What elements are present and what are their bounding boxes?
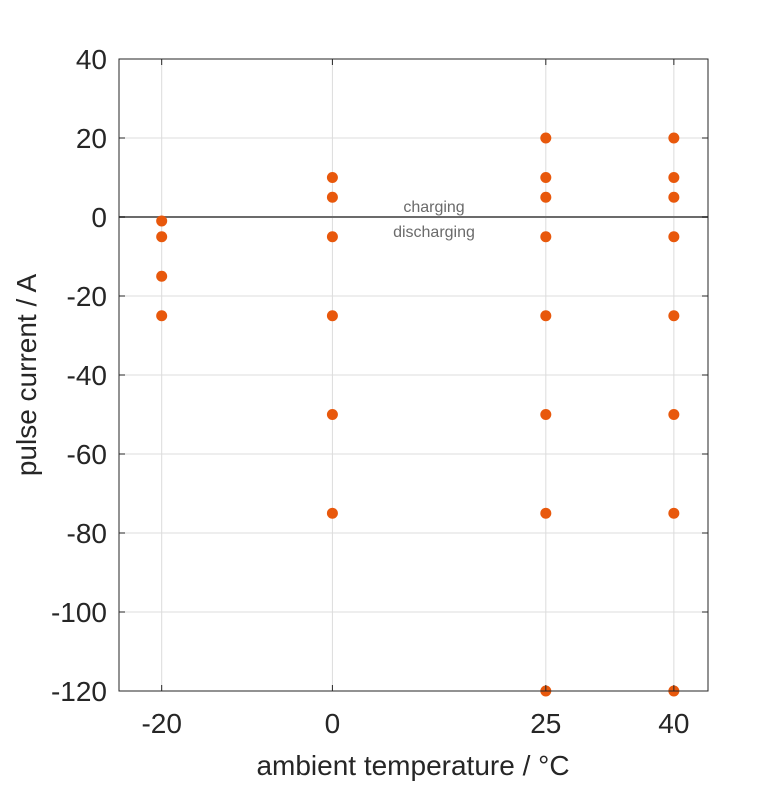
data-point	[326, 507, 338, 519]
data-point	[156, 215, 168, 227]
data-point	[668, 132, 680, 144]
data-point	[156, 231, 168, 243]
data-point	[326, 310, 338, 322]
data-point	[668, 172, 680, 183]
y-tick-label: -120	[51, 676, 107, 707]
data-point	[156, 270, 168, 282]
data-point	[540, 507, 552, 519]
y-tick-label: -40	[67, 360, 107, 391]
data-point	[540, 132, 552, 144]
data-point	[540, 191, 552, 203]
y-tick-label: -80	[67, 518, 107, 549]
data-point	[668, 310, 680, 322]
data-point	[668, 507, 680, 519]
data-point	[540, 231, 552, 243]
y-tick-label: -20	[67, 281, 107, 312]
data-point	[668, 409, 680, 420]
annotation-layer: charging discharging	[393, 199, 475, 241]
data-point	[156, 310, 168, 322]
y-axis-label: pulse current / A	[11, 274, 42, 477]
x-axis-label: ambient temperature / °C	[256, 750, 569, 781]
data-point	[326, 231, 338, 243]
y-tick-label: -60	[67, 439, 107, 470]
x-tick-label: -20	[141, 708, 181, 739]
y-tick-label: 40	[76, 44, 107, 75]
x-tick-label: 25	[530, 708, 561, 739]
data-point	[540, 310, 552, 322]
data-points	[156, 132, 680, 697]
data-point	[326, 191, 338, 203]
y-tick-label: -100	[51, 597, 107, 628]
data-point	[540, 409, 552, 420]
x-tick-label: 40	[658, 708, 689, 739]
annotation-discharging: discharging	[393, 224, 475, 241]
y-tick-label: 0	[91, 202, 107, 233]
data-point	[326, 409, 338, 420]
grid	[119, 58, 708, 692]
x-tick-label: 0	[325, 708, 341, 739]
axis-ticks: -20 0 25 40 40 20 0 -20 -40 -60 -80 -100 -120	[51, 44, 708, 739]
y-tick-label: 20	[76, 123, 107, 154]
annotation-charging: charging	[403, 199, 464, 216]
data-point	[540, 172, 552, 183]
data-point	[326, 172, 338, 183]
data-point	[668, 191, 680, 203]
data-point	[668, 231, 680, 243]
